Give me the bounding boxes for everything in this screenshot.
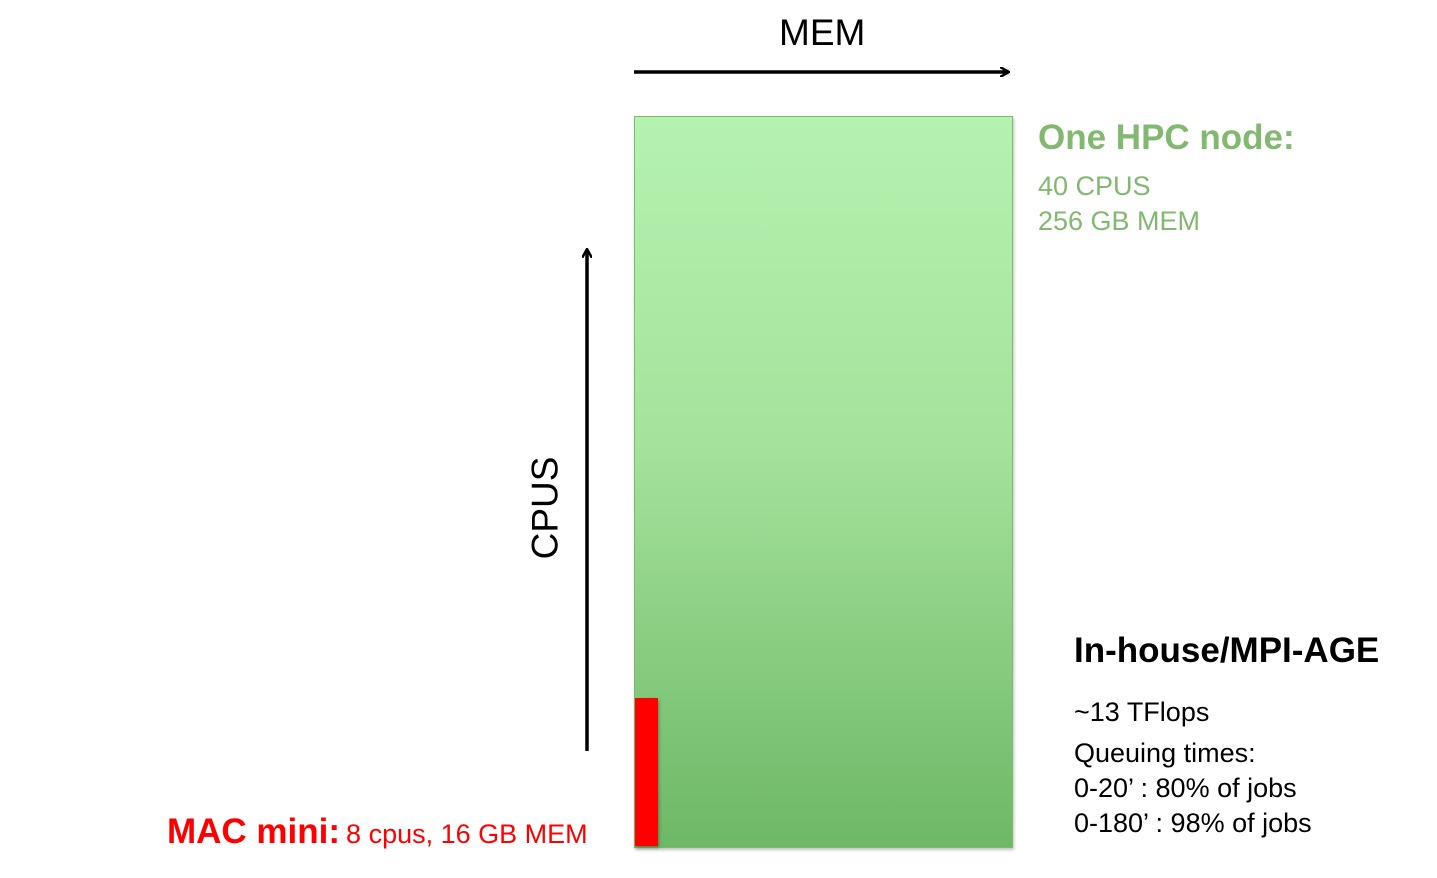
- queuing-times-title: Queuing times:: [1074, 738, 1256, 768]
- in-house-title: In-house/MPI-AGE: [1074, 631, 1380, 670]
- cpus-axis-label: CPUS: [524, 456, 566, 560]
- hpc-node-title: One HPC node:: [1038, 118, 1295, 157]
- queuing-times-line-1: 0-20’ : 80% of jobs: [1074, 773, 1297, 803]
- hpc-node-cpus: 40 CPUS: [1038, 171, 1151, 201]
- hpc-node-box: [634, 116, 1013, 848]
- mac-mini-bar: [635, 698, 658, 846]
- mac-mini-name: MAC mini:: [167, 812, 341, 851]
- mac-mini-label: MAC mini: 8 cpus, 16 GB MEM: [167, 812, 588, 852]
- mem-axis-label: MEM: [779, 12, 866, 53]
- mac-mini-specs: 8 cpus, 16 GB MEM: [346, 819, 588, 849]
- hpc-node-mem: 256 GB MEM: [1038, 206, 1201, 236]
- in-house-tflops: ~13 TFlops: [1074, 697, 1210, 727]
- queuing-times-line-2: 0-180’ : 98% of jobs: [1074, 808, 1312, 838]
